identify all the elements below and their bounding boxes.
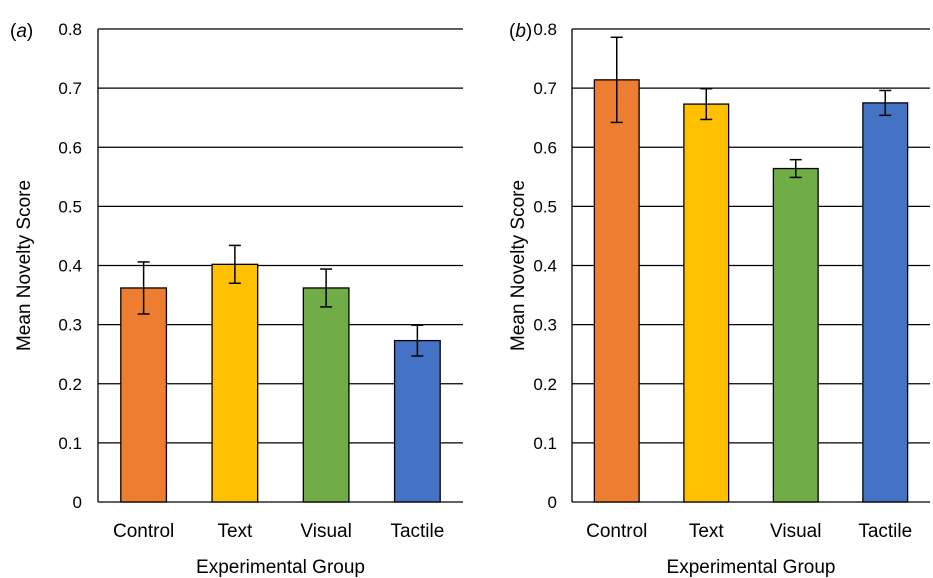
panel-label: (b) xyxy=(509,21,532,42)
y-tick-label: 0.4 xyxy=(533,257,557,276)
chart-panel-b: 0 0.1 0.2 0.3 0.4 0.5 0.6 0.7 0.8 Control Text Visu… xyxy=(508,20,930,578)
bar-control xyxy=(593,79,640,503)
y-tick-label: 0.8 xyxy=(58,20,82,39)
y-tick-label: 0.1 xyxy=(533,434,557,453)
y-tick-label: 0.4 xyxy=(58,257,82,276)
x-axis-title: Experimental Group xyxy=(196,557,365,578)
bar-tactile xyxy=(393,339,441,503)
x-tick-label: Visual xyxy=(300,521,351,542)
x-tick-label: Tactile xyxy=(390,521,444,542)
y-tick-label: 0.7 xyxy=(533,79,557,98)
y-axis-title: Mean Novelty Score xyxy=(14,180,35,351)
x-tick-label: Text xyxy=(217,521,253,542)
y-axis-title: Mean Novelty Score xyxy=(508,180,529,351)
y-tick-label: 0.3 xyxy=(58,316,82,335)
panel-letter: a xyxy=(16,21,27,42)
y-tick-label: 0.6 xyxy=(58,138,82,157)
bar-visual xyxy=(772,167,819,503)
x-axis-title: Experimental Group xyxy=(667,557,836,578)
panel-label: (a) xyxy=(10,21,33,42)
y-tick-label: 0.2 xyxy=(533,375,557,394)
bar-text xyxy=(211,263,259,503)
bar-text xyxy=(683,103,730,503)
x-tick-label: Text xyxy=(689,521,725,542)
y-tick-label: 0.3 xyxy=(533,316,557,335)
chart-panel-a: 0 0.1 0.2 0.3 0.4 0.5 0.6 0.7 0.8 Control Text Visu… xyxy=(10,20,463,578)
y-tick-label: 0.5 xyxy=(533,197,557,216)
y-tick-label: 0.6 xyxy=(533,138,557,157)
y-tick-label: 0.1 xyxy=(58,434,82,453)
y-tick-label: 0 xyxy=(73,493,82,512)
y-tick-label: 0.7 xyxy=(58,79,82,98)
y-tick-label: 0 xyxy=(548,493,557,512)
x-tick-label: Tactile xyxy=(858,521,912,542)
bar-tactile xyxy=(862,102,909,503)
y-tick-label: 0.2 xyxy=(58,375,82,394)
x-tick-label: Control xyxy=(586,521,647,542)
x-tick-label: Control xyxy=(113,521,174,542)
bar-control xyxy=(120,287,168,503)
panel-letter: b xyxy=(515,21,526,42)
y-tick-label: 0.5 xyxy=(58,197,82,216)
y-tick-label: 0.8 xyxy=(533,20,557,39)
x-tick-label: Visual xyxy=(770,521,821,542)
bar-visual xyxy=(302,287,350,503)
